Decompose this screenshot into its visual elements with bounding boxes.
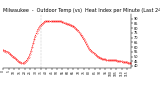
- Text: Milwaukee  -  Outdoor Temp (vs)  Heat Index per Minute (Last 24 Hours): Milwaukee - Outdoor Temp (vs) Heat Index…: [3, 8, 160, 13]
